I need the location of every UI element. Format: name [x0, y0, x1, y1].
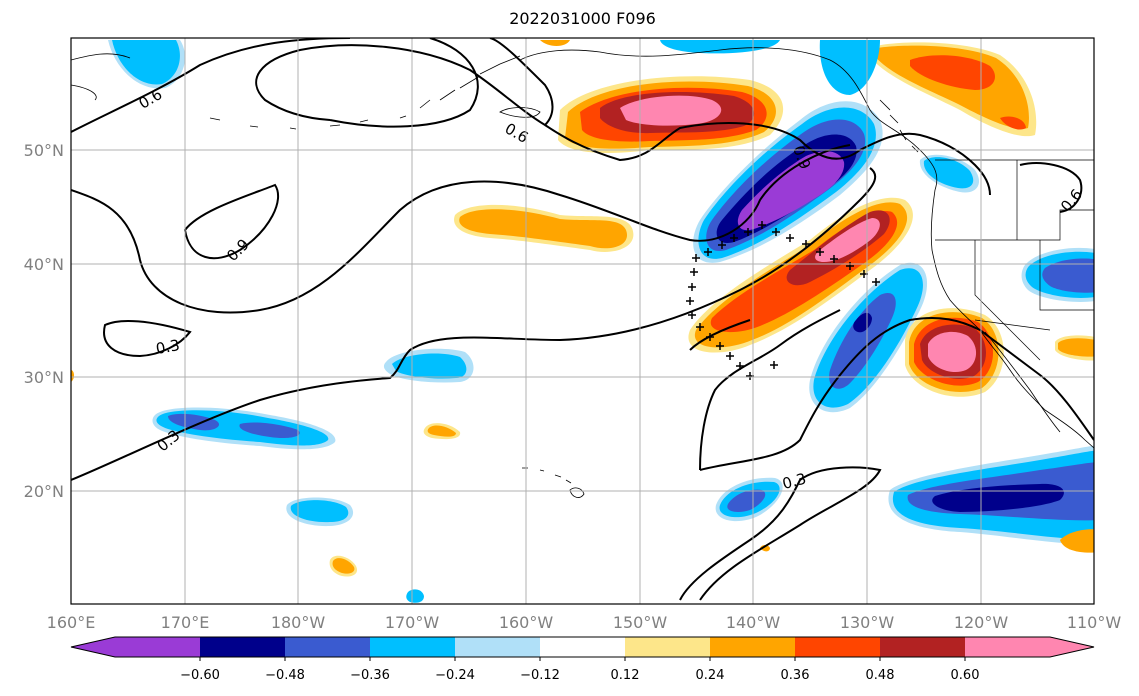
black-contours — [71, 38, 1094, 601]
lon-label: 130°W — [840, 613, 895, 632]
colorbar-tick-label: 0.60 — [951, 668, 980, 683]
latitude-labels: 50°N 40°N 30°N 20°N — [24, 141, 64, 501]
lat-label: 40°N — [24, 255, 64, 274]
colorbar-tick-label: −0.24 — [435, 668, 475, 683]
colorbar-segment — [795, 637, 881, 657]
negative-anomaly-west-subtropical — [152, 407, 336, 450]
colorbar-segment — [540, 637, 626, 657]
political-borders — [935, 159, 1094, 361]
lon-label: 160°E — [47, 613, 96, 632]
colorbar-segment — [370, 637, 456, 657]
contour-label: 0.3 — [154, 336, 181, 358]
colorbar-extend-max — [1050, 637, 1094, 657]
negative-anomaly-coastal-bc — [540, 40, 980, 193]
lon-label: 150°W — [613, 613, 668, 632]
negative-anomaly-subtropical-east — [888, 445, 1094, 553]
colorbar: −0.60 −0.48 −0.36 −0.24 −0.12 0.12 0.24 0.36 0.4… — [70, 636, 1095, 683]
lat-label: 20°N — [24, 482, 64, 501]
colorbar-segment — [965, 637, 1051, 657]
lat-label: 50°N — [24, 141, 64, 160]
lon-label: 170°W — [385, 613, 440, 632]
negative-anomaly-small-west — [286, 497, 424, 603]
colorbar-segment — [200, 637, 286, 657]
colorbar-tick-label: −0.48 — [265, 668, 305, 683]
lat-label: 30°N — [24, 368, 64, 387]
lon-label: 170°E — [161, 613, 210, 632]
colorbar-outline — [70, 636, 1095, 658]
lon-label: 180°W — [271, 613, 326, 632]
colorbar-segment — [710, 637, 796, 657]
colorbar-tick-label: 0.24 — [696, 668, 725, 683]
colorbar-segment — [625, 637, 711, 657]
colorbar-segment — [285, 637, 371, 657]
positive-anomaly-british-columbia — [865, 42, 1037, 137]
map-content: 0.6 0.6 0.9 0.9 0.3 0.3 0.3 0.6 — [71, 38, 1094, 604]
positive-anomaly-band — [688, 197, 913, 353]
lon-label: 140°W — [726, 613, 781, 632]
colorbar-tick-label: 0.48 — [866, 668, 895, 683]
colorbar-tick-label: 0.36 — [781, 668, 810, 683]
lon-label: 160°W — [499, 613, 554, 632]
colorbar-segment — [115, 637, 201, 657]
longitude-labels: 160°E 170°E 180°W 170°W 160°W 150°W 140°… — [47, 613, 1122, 632]
colorbar-tick-label: −0.12 — [520, 668, 560, 683]
colorbar-extend-min — [71, 637, 115, 657]
colorbar-segment — [455, 637, 541, 657]
negative-anomaly-bering — [108, 40, 185, 89]
colorbar-tick-label: 0.12 — [611, 668, 640, 683]
significance-markers — [686, 221, 880, 380]
colorbar-tick-label: −0.36 — [350, 668, 390, 683]
plot-title: 2022031000 F096 — [509, 9, 656, 28]
positive-anomaly-small-patches — [71, 335, 1094, 577]
negative-anomaly-pacific-northwest — [693, 101, 883, 263]
negative-anomaly-central-subtropical — [383, 348, 474, 383]
colorbar-segment — [880, 637, 966, 657]
positive-anomaly-mid-pacific — [454, 204, 634, 252]
contour-label: 0.3 — [780, 469, 808, 493]
gridlines — [71, 38, 1094, 604]
map-frame — [70, 37, 1095, 605]
colorbar-tick-label: −0.60 — [180, 668, 220, 683]
lon-label: 110°W — [1067, 613, 1122, 632]
lon-label: 120°W — [954, 613, 1009, 632]
